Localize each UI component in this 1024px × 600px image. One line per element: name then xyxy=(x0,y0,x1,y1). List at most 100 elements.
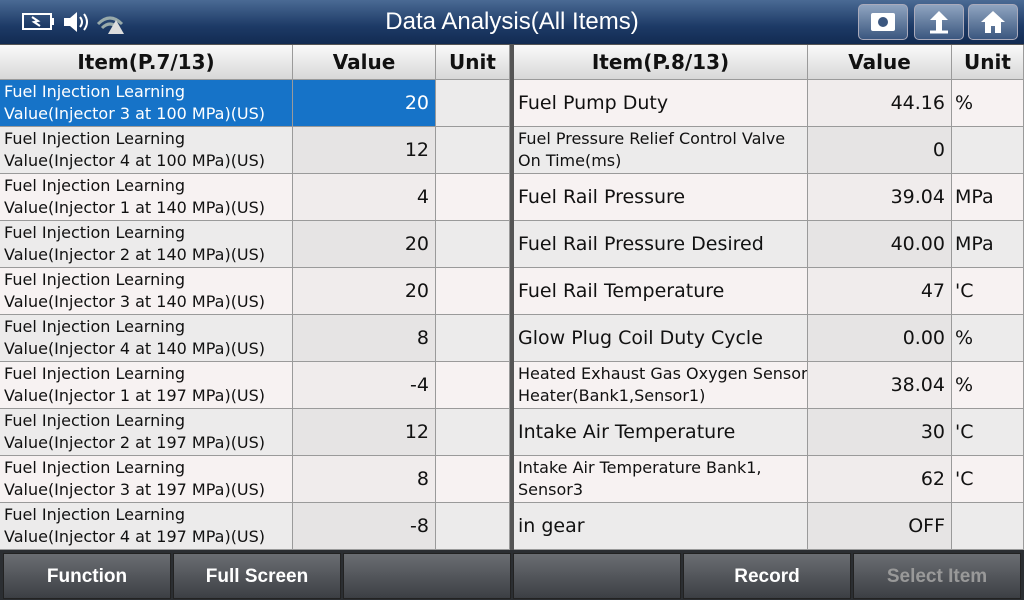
item-line: Glow Plug Coil Duty Cycle xyxy=(518,327,763,349)
row-value[interactable]: 12 xyxy=(293,127,436,174)
row-item[interactable]: Fuel Injection Learning Value(Injector 4 … xyxy=(0,503,293,550)
row-unit[interactable] xyxy=(436,456,510,503)
column-header: Unit xyxy=(952,45,1024,80)
row-value[interactable]: 12 xyxy=(293,409,436,456)
row-item[interactable]: Heated Exhaust Gas Oxygen Sensor Heater(B… xyxy=(514,362,808,409)
row-value[interactable]: 20 xyxy=(293,80,436,127)
item-line: Value(Injector 4 at 100 MPa)(US) xyxy=(4,151,266,170)
row-unit[interactable]: MPa xyxy=(952,174,1024,221)
row-value[interactable]: 47 xyxy=(808,268,952,315)
item-line: Fuel Injection Learning xyxy=(4,223,185,242)
row-unit[interactable]: 'C xyxy=(952,268,1024,315)
row-value[interactable]: 40.00 xyxy=(808,221,952,268)
column-header: Value xyxy=(808,45,952,80)
toolbar-button[interactable]: Record xyxy=(683,553,851,599)
title-bar xyxy=(0,0,1024,44)
row-value[interactable]: -8 xyxy=(293,503,436,550)
row-unit[interactable]: MPa xyxy=(952,221,1024,268)
row-value[interactable]: 8 xyxy=(293,315,436,362)
row-unit[interactable]: % xyxy=(952,315,1024,362)
row-item[interactable]: Fuel Injection Learning Value(Injector 3 … xyxy=(0,456,293,503)
row-value[interactable]: 8 xyxy=(293,456,436,503)
row-value[interactable]: 39.04 xyxy=(808,174,952,221)
row-value[interactable]: 20 xyxy=(293,268,436,315)
row-value[interactable]: 38.04 xyxy=(808,362,952,409)
column-header: Value xyxy=(293,45,436,80)
row-unit[interactable] xyxy=(436,409,510,456)
toolbar-button[interactable] xyxy=(513,553,681,599)
row-item[interactable]: Fuel Injection Learning Value(Injector 2 … xyxy=(0,409,293,456)
column-header: Unit xyxy=(436,45,510,80)
row-item[interactable]: Fuel Pressure Relief Control Valve On Tim… xyxy=(514,127,808,174)
column-header: Item(P.8/13) xyxy=(514,45,808,80)
item-line: Sensor3 xyxy=(518,480,584,499)
item-line: Value(Injector 2 at 197 MPa)(US) xyxy=(4,433,266,452)
toolbar-button[interactable] xyxy=(343,553,511,599)
status-icons xyxy=(22,12,124,34)
item-line: Fuel Injection Learning xyxy=(4,458,185,477)
row-item[interactable]: Intake Air Temperature Bank1, Sensor3 xyxy=(514,456,808,503)
row-unit[interactable] xyxy=(436,221,510,268)
item-line: in gear xyxy=(518,515,585,537)
row-item[interactable]: Fuel Injection Learning Value(Injector 4 … xyxy=(0,315,293,362)
item-line: Fuel Injection Learning xyxy=(4,317,185,336)
row-item[interactable]: Intake Air Temperature xyxy=(514,409,808,456)
item-line: Fuel Rail Temperature xyxy=(518,280,725,302)
row-value[interactable]: 30 xyxy=(808,409,952,456)
row-unit[interactable] xyxy=(436,174,510,221)
snapshot-button[interactable] xyxy=(858,4,908,40)
row-unit[interactable] xyxy=(436,315,510,362)
row-item[interactable]: Fuel Injection Learning Value(Injector 2 … xyxy=(0,221,293,268)
item-line: Intake Air Temperature xyxy=(518,421,736,443)
row-unit[interactable]: 'C xyxy=(952,456,1024,503)
row-item[interactable]: Fuel Injection Learning Value(Injector 1 … xyxy=(0,362,293,409)
item-line: Fuel Injection Learning xyxy=(4,176,185,195)
row-item[interactable]: Fuel Rail Pressure xyxy=(514,174,808,221)
row-value[interactable]: 0.00 xyxy=(808,315,952,362)
row-value[interactable]: 4 xyxy=(293,174,436,221)
row-unit[interactable] xyxy=(952,127,1024,174)
row-item[interactable]: in gear xyxy=(514,503,808,550)
toolbar-button[interactable]: Full Screen xyxy=(173,553,341,599)
row-item[interactable]: Fuel Rail Temperature xyxy=(514,268,808,315)
row-unit[interactable]: % xyxy=(952,362,1024,409)
row-unit[interactable] xyxy=(436,127,510,174)
back-button[interactable] xyxy=(914,4,964,40)
row-item[interactable]: Fuel Injection Learning Value(Injector 4 … xyxy=(0,127,293,174)
row-item[interactable]: Fuel Injection Learning Value(Injector 3 … xyxy=(0,268,293,315)
item-line: Intake Air Temperature Bank1, xyxy=(518,458,762,477)
row-unit[interactable] xyxy=(436,268,510,315)
row-unit[interactable]: % xyxy=(952,80,1024,127)
item-line: Value(Injector 3 at 197 MPa)(US) xyxy=(4,480,266,499)
item-line: Value(Injector 1 at 197 MPa)(US) xyxy=(4,386,266,405)
row-item[interactable]: Fuel Rail Pressure Desired xyxy=(514,221,808,268)
row-unit[interactable]: 'C xyxy=(952,409,1024,456)
row-value[interactable]: 0 xyxy=(808,127,952,174)
row-unit[interactable] xyxy=(436,80,510,127)
item-line: Heater(Bank1,Sensor1) xyxy=(518,386,706,405)
row-unit[interactable] xyxy=(952,503,1024,550)
item-line: Fuel Pressure Relief Control Valve xyxy=(518,129,786,148)
row-value[interactable]: -4 xyxy=(293,362,436,409)
row-item[interactable]: Fuel Pump Duty xyxy=(514,80,808,127)
item-line: Value(Injector 3 at 140 MPa)(US) xyxy=(4,292,266,311)
row-value[interactable]: 20 xyxy=(293,221,436,268)
row-value[interactable]: 44.16 xyxy=(808,80,952,127)
row-item[interactable]: Glow Plug Coil Duty Cycle xyxy=(514,315,808,362)
item-line: Value(Injector 1 at 140 MPa)(US) xyxy=(4,198,266,217)
item-line: Value(Injector 4 at 140 MPa)(US) xyxy=(4,339,266,358)
row-item[interactable]: Fuel Injection Learning Value(Injector 1 … xyxy=(0,174,293,221)
item-line: Value(Injector 3 at 100 MPa)(US) xyxy=(4,104,266,123)
toolbar-button[interactable]: Function xyxy=(3,553,171,599)
item-line: Value(Injector 2 at 140 MPa)(US) xyxy=(4,245,266,264)
row-value[interactable]: 62 xyxy=(808,456,952,503)
item-line: Fuel Injection Learning xyxy=(4,129,185,148)
row-unit[interactable] xyxy=(436,362,510,409)
home-button[interactable] xyxy=(968,4,1018,40)
row-value[interactable]: OFF xyxy=(808,503,952,550)
row-item[interactable]: Fuel Injection Learning Value(Injector 3 … xyxy=(0,80,293,127)
item-line: On Time(ms) xyxy=(518,151,622,170)
item-line: Heated Exhaust Gas Oxygen Sensor xyxy=(518,364,808,383)
row-unit[interactable] xyxy=(436,503,510,550)
